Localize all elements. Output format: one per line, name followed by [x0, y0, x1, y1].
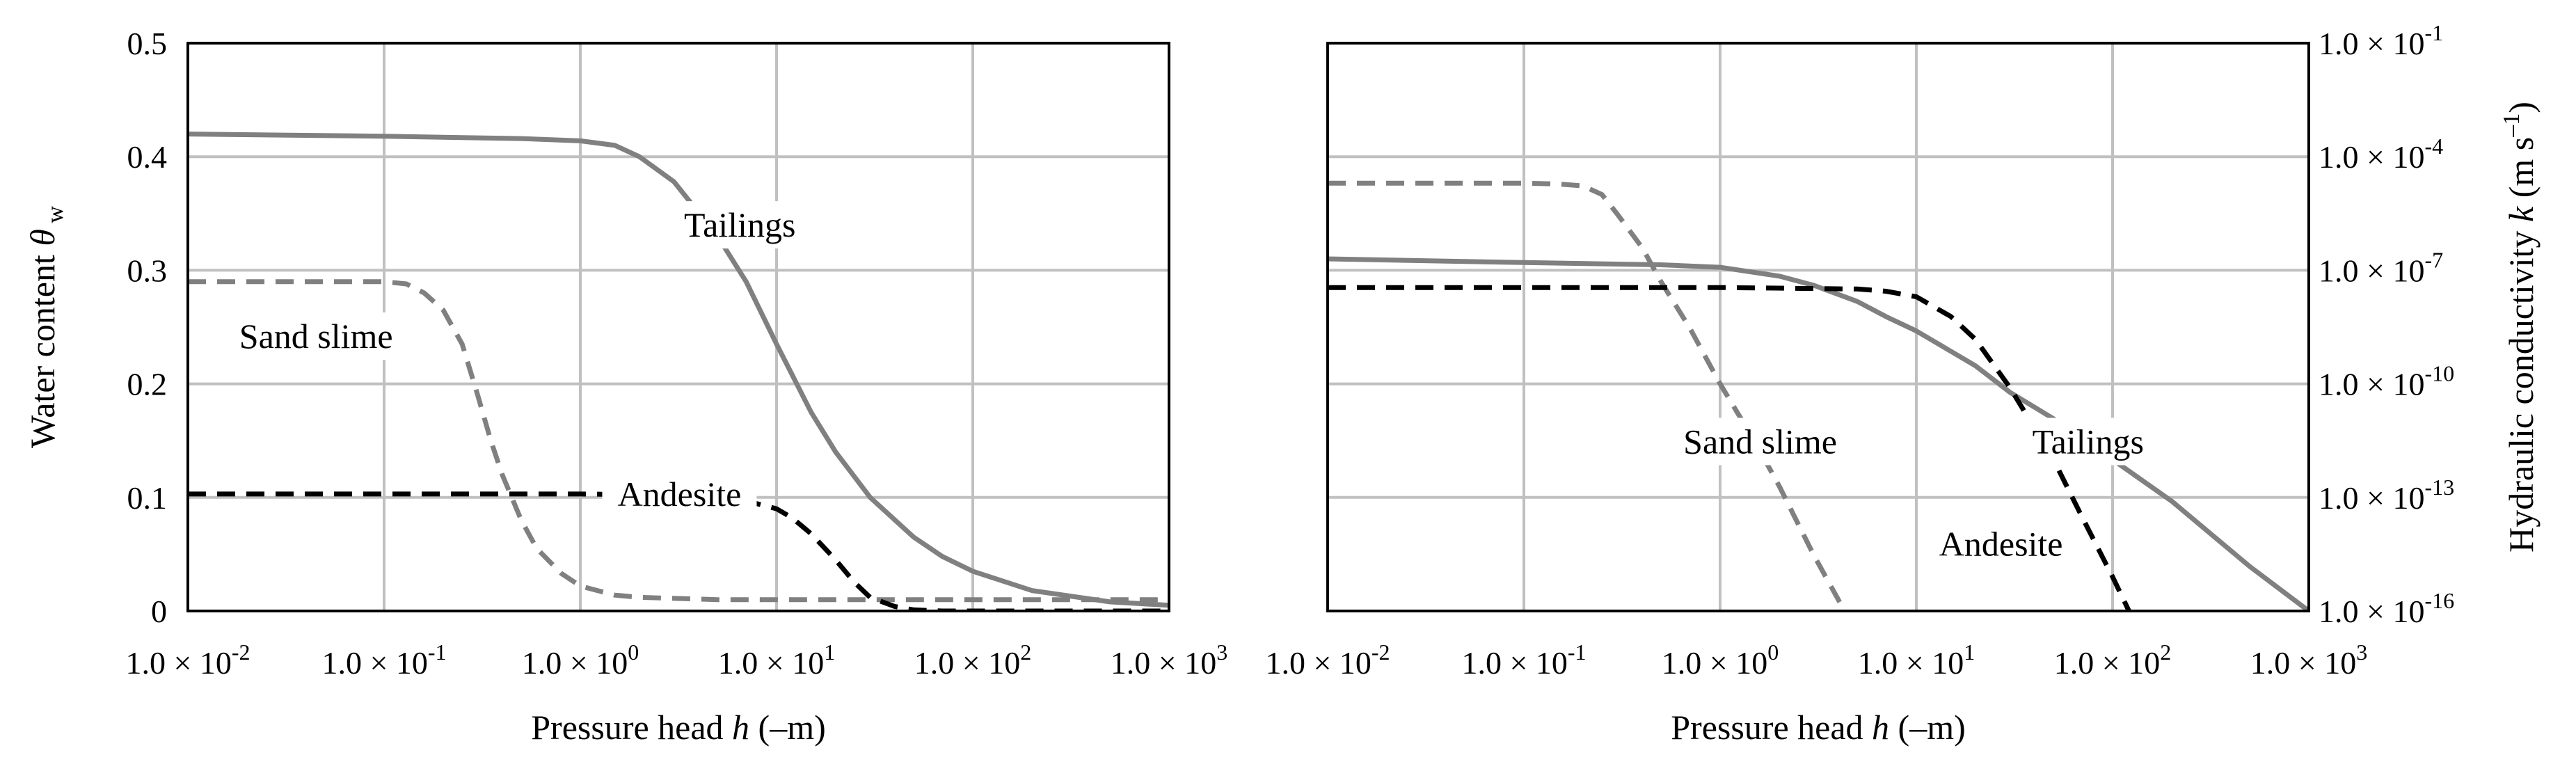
curve-label-andesite: Andesite	[618, 475, 742, 514]
x-tick-label: 1.0 × 101	[1858, 640, 1975, 681]
curve-label-background	[1923, 520, 2078, 568]
x-tick-label: 1.0 × 10-1	[321, 640, 446, 681]
water-content-panel: Tailings Sand slime Andesite 1.0 × 10-2 1.0 …	[23, 26, 1227, 747]
y-tick-label: 0	[151, 594, 167, 629]
y-tick-label: 1.0 × 10-4	[2319, 134, 2443, 175]
plot-frame	[1326, 42, 2310, 612]
curve-label-tailings: Tailings	[684, 205, 795, 244]
curve-label-background	[602, 470, 757, 518]
x-tick-label: 1.0 × 103	[2250, 640, 2367, 681]
x-tick-label: 1.0 × 103	[1111, 640, 1227, 681]
x-tick-label: 1.0 × 102	[914, 640, 1031, 681]
x-tick-label: 1.0 × 100	[522, 640, 639, 681]
y-tick-label: 1.0 × 10-16	[2319, 588, 2454, 629]
curve-label-background	[662, 201, 818, 249]
x-axis-label: Pressure head h (–m)	[1671, 708, 1966, 747]
x-tick-label: 1.0 × 102	[2054, 640, 2171, 681]
x-tick-label: 1.0 × 100	[1662, 640, 1779, 681]
series-tailings-line	[1328, 256, 2309, 611]
plot-frame	[186, 42, 1170, 612]
x-tick-label: 1.0 × 10-1	[1461, 640, 1586, 681]
y-tick-label: 0.4	[127, 139, 168, 175]
y-tick-label: 0.5	[127, 26, 168, 61]
y-tick-label: 0.3	[127, 253, 168, 288]
y-tick-label: 1.0 × 10-10	[2319, 361, 2454, 402]
y-axis-label: Water content θ w	[23, 206, 68, 448]
x-tick-label: 1.0 × 10-2	[1265, 640, 1390, 681]
curve-label-sand-slime: Sand slime	[1683, 422, 1837, 461]
y-tick-label: 0.1	[127, 480, 168, 516]
x-tick-label: 1.0 × 101	[718, 640, 835, 681]
y-tick-label: 1.0 × 10-1	[2319, 20, 2443, 61]
x-tick-label: 1.0 × 10-2	[125, 640, 250, 681]
y-tick-label: 0.2	[127, 367, 168, 402]
curve-label-background	[1666, 418, 1854, 466]
curve-label-background	[2010, 418, 2165, 466]
series-sand-slime-line	[1328, 180, 1847, 611]
curve-label-andesite: Andesite	[1939, 524, 2063, 563]
curve-label-background	[222, 312, 411, 360]
series-sand-slime-line	[188, 279, 1169, 603]
y-axis-label: Hydraulic conductivity k (m s–1)	[2499, 102, 2541, 553]
series-andesite-line	[1328, 285, 2132, 611]
hydraulic-conductivity-panel: Sand slime Tailings Andesite 1.0 × 10-2 1.0 …	[1265, 20, 2541, 747]
y-tick-label: 1.0 × 10-7	[2319, 247, 2443, 288]
curve-label-tailings: Tailings	[2033, 422, 2144, 461]
curve-label-sand-slime: Sand slime	[239, 317, 393, 356]
series-tailings-line	[188, 132, 1169, 608]
y-tick-label: 1.0 × 10-13	[2319, 475, 2454, 516]
x-axis-label: Pressure head h (–m)	[531, 708, 826, 747]
